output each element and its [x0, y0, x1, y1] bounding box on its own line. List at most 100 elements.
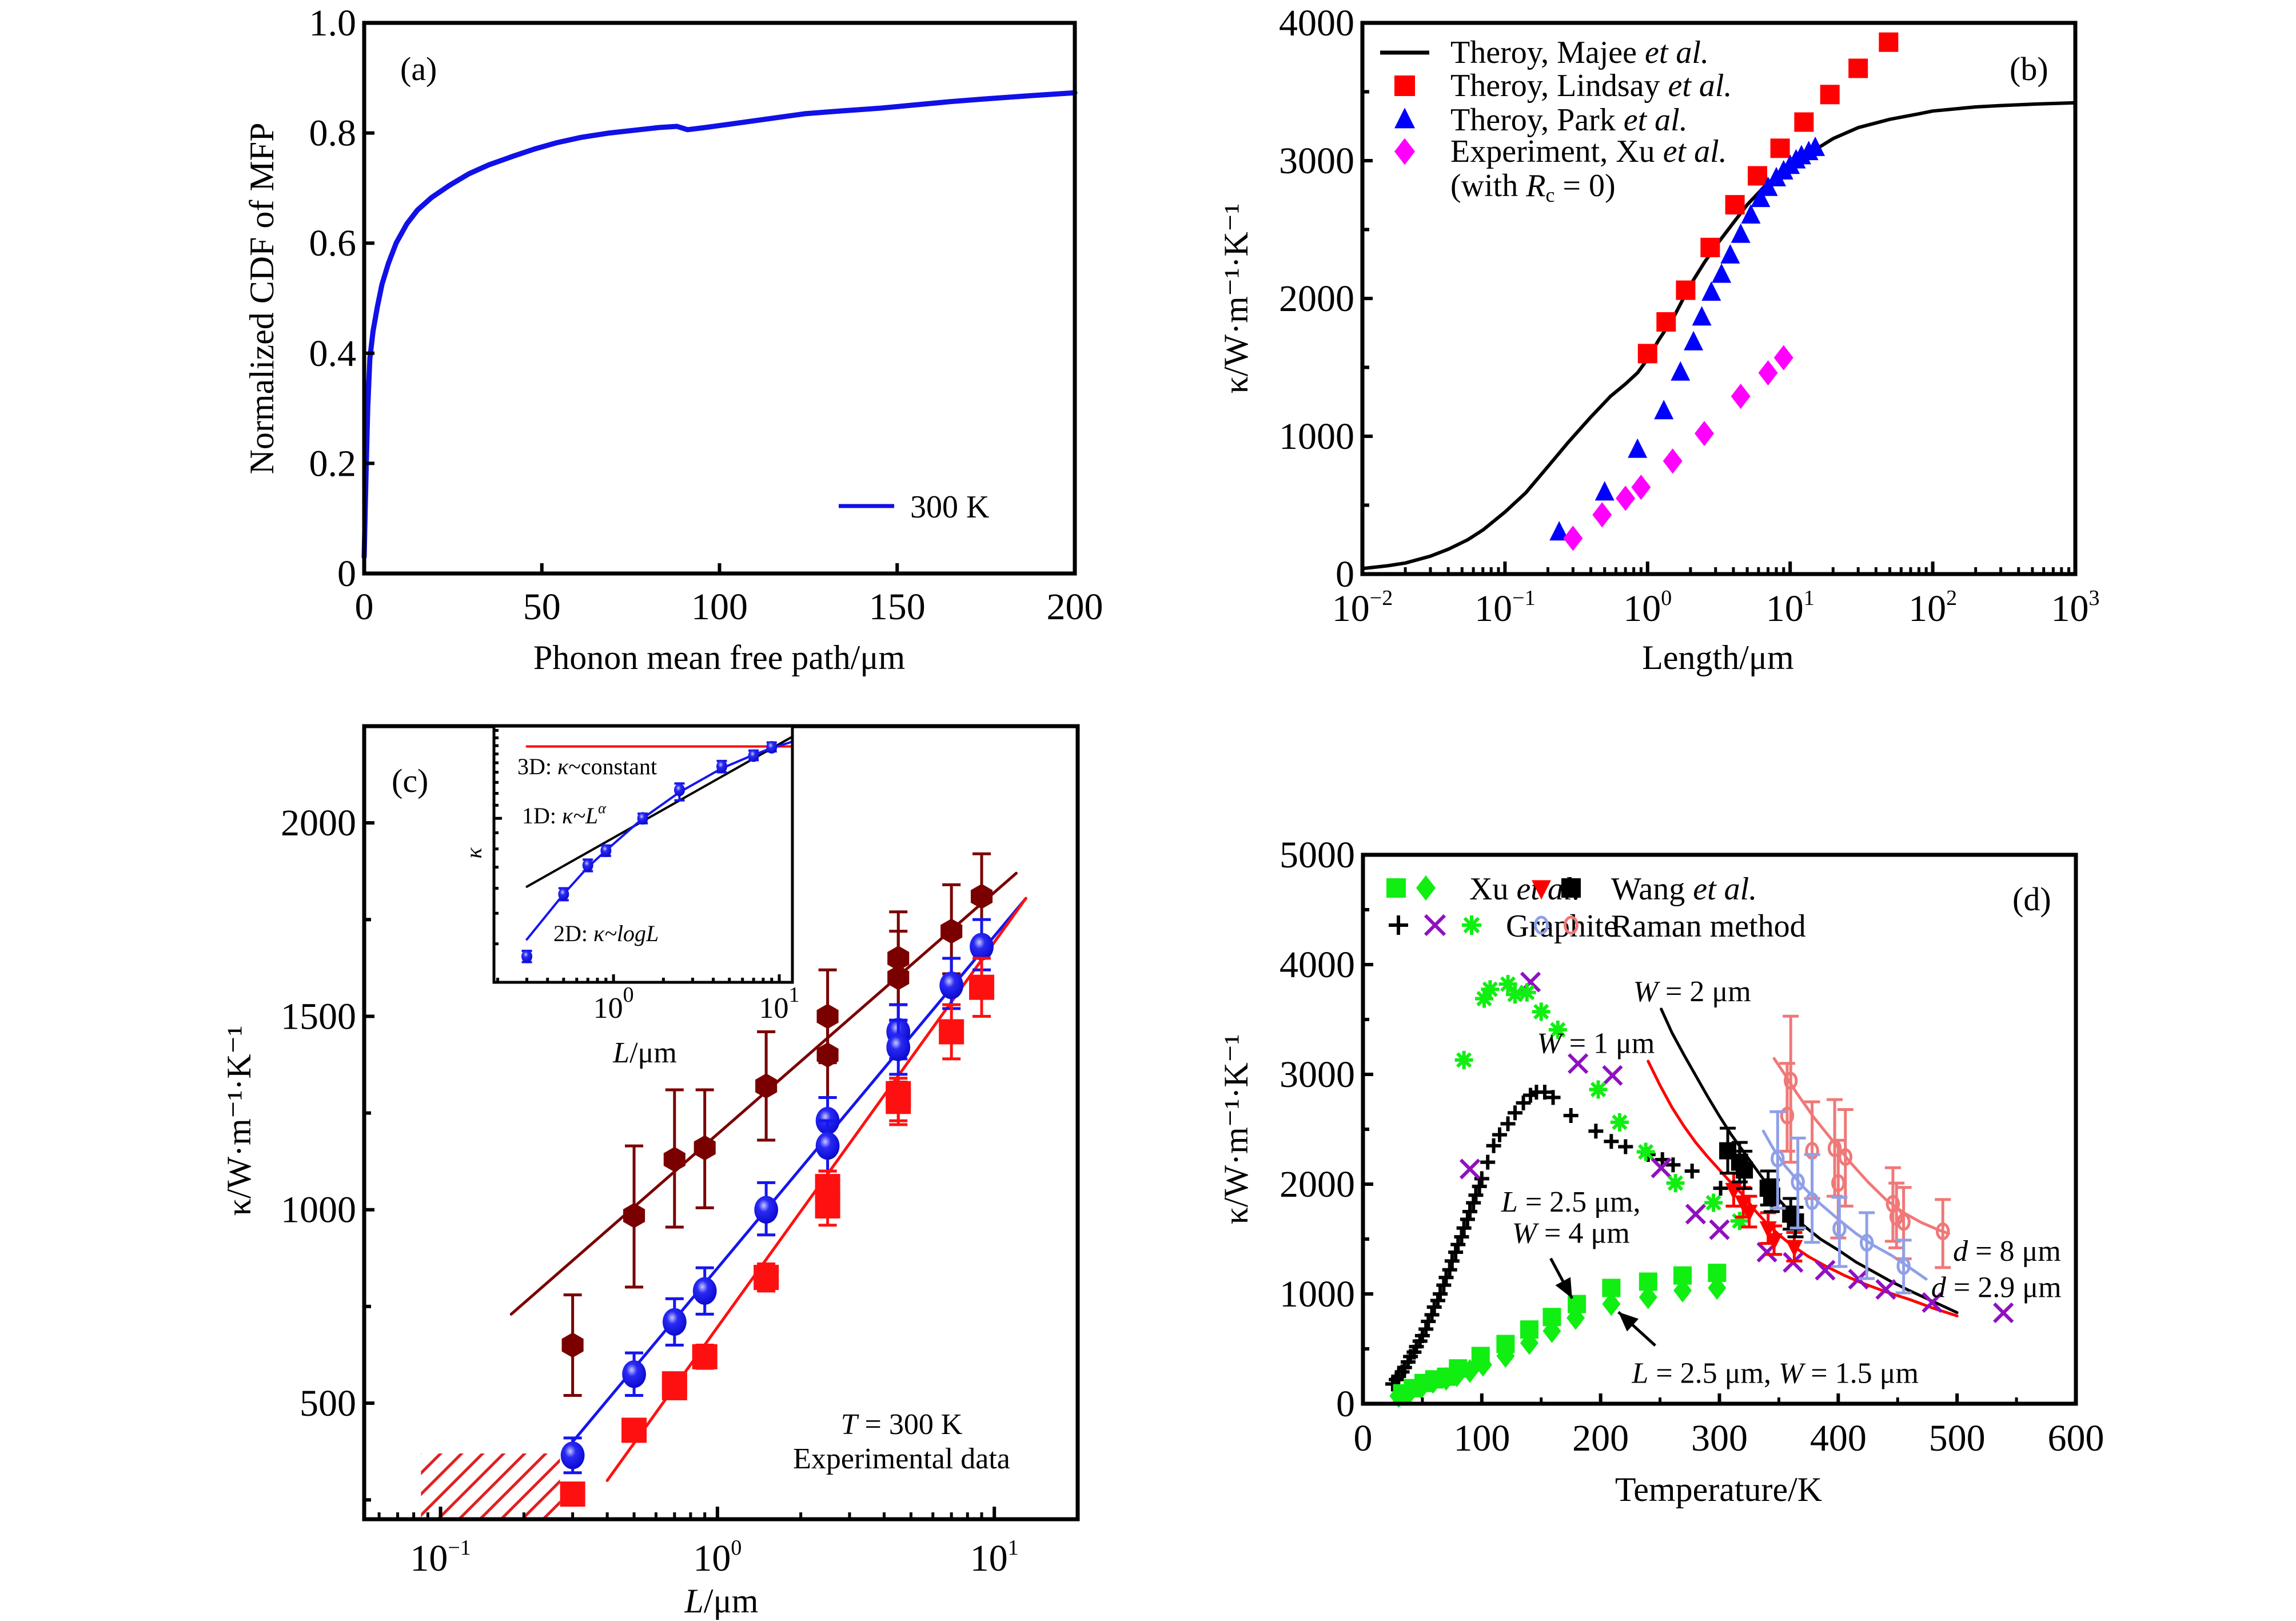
x-tick-label-exp: 3	[2089, 586, 2100, 610]
error-bar	[1859, 1211, 1875, 1280]
data-point-plus	[1486, 1138, 1501, 1153]
data-point-sphere	[970, 933, 994, 961]
x-tick-label-base: 10	[2051, 588, 2089, 630]
panel-d-kappa-vs-temperature-plot: W = 2 μmW = 1 μmL = 2.5 μm,W = 4 μmL = 2…	[1217, 834, 2104, 1508]
y-tick-label: 1000	[1279, 416, 1354, 457]
panel-c-xlabel-var: L	[684, 1582, 704, 1620]
annotation-part: = 2 μm	[1658, 975, 1751, 1008]
data-point-triangle-up	[1751, 188, 1771, 208]
data-point-cross	[1922, 1292, 1943, 1313]
panel-d-ticks: 0 100 200 300 400 500 600 0 1000 2000 3000 4000 5000	[1279, 834, 2104, 1459]
panel-a-xlabel: Phonon mean free path/μm	[533, 639, 905, 676]
data-point-asterisk	[1730, 1212, 1749, 1230]
x-tick-label: 102	[1908, 586, 1957, 630]
y-tick-label: 4000	[1279, 2, 1354, 44]
y-tick-label: 3000	[1279, 140, 1354, 182]
inset-data-point	[673, 783, 685, 796]
data-point-plus	[1460, 1212, 1475, 1227]
y-tick-label: 0.2	[309, 443, 357, 484]
data-point-square	[754, 1265, 779, 1291]
panel-b-marks	[1361, 32, 2077, 571]
y-tick-label: 4000	[1279, 944, 1355, 986]
data-point-square	[969, 974, 995, 1000]
annotation-part: L	[1501, 1186, 1518, 1218]
data-point-plus	[1713, 1181, 1728, 1196]
data-point-triangle-down	[1765, 1233, 1783, 1250]
annotation-part: = 1.5 μm	[1803, 1357, 1919, 1389]
data-point-square	[1637, 344, 1657, 364]
legend-label: Theroy, Park et al.	[1450, 102, 1688, 138]
data-point-cross	[1568, 1053, 1589, 1074]
y-tick-label: 3000	[1279, 1054, 1355, 1096]
inset-x-tick-label: 100	[593, 983, 634, 1025]
inset-xlabel: L/μm	[612, 1037, 677, 1069]
legend-marker-diamond	[1416, 875, 1436, 901]
legend-label-italic: et al.	[1645, 35, 1709, 70]
data-point-sphere	[815, 1132, 840, 1160]
legend-label-main: Theroy, Park	[1450, 102, 1624, 138]
y-tick-label: 0	[1336, 1383, 1355, 1425]
data-point-diamond	[1473, 1353, 1492, 1377]
error-bar	[1895, 1238, 1912, 1295]
data-point-plus	[1448, 1245, 1464, 1260]
panel-c-xlabel: L/μm	[684, 1582, 759, 1620]
inset-marks	[521, 735, 794, 963]
y-tick-label: 0.8	[309, 113, 357, 154]
data-point-asterisk	[1454, 1050, 1473, 1069]
data-point-square	[621, 1417, 647, 1443]
inset-xlabel-unit: /μm	[629, 1037, 677, 1069]
x-tick-label: 0	[355, 586, 374, 628]
legend-marker-triangle-up	[1394, 107, 1415, 129]
panel-c-ylabel: κ/W·m⁻¹·K⁻¹	[220, 1026, 258, 1216]
data-point-diamond	[1602, 1292, 1621, 1316]
inset-data-point	[637, 812, 648, 825]
data-point-plus	[1450, 1237, 1466, 1252]
panel-a-label: (a)	[400, 50, 437, 87]
data-point-triangle-up	[1595, 481, 1615, 501]
annotation-part: = 2.9 μm	[1946, 1272, 2062, 1304]
inset-3d-prefix: 3D:	[517, 754, 557, 779]
x-tick-label: 10−1	[410, 1536, 471, 1579]
rc-note-symbol: R	[1525, 168, 1545, 204]
panel-b-legend: Theroy, Majee et al.Theroy, Lindsay et a…	[1380, 35, 1732, 206]
x-tick-label: 200	[1572, 1417, 1629, 1459]
data-point-diamond	[1731, 384, 1751, 409]
data-point-sphere	[560, 1441, 585, 1469]
data-point-square	[1676, 280, 1696, 300]
data-point-circle	[1832, 1220, 1847, 1238]
legend-marker-square	[1394, 75, 1415, 96]
legend-label-main: Graphite	[1506, 909, 1618, 944]
x-tick-label-base: 10	[693, 1538, 731, 1579]
data-point-plus	[1516, 1095, 1531, 1110]
x-tick-label: 50	[523, 586, 561, 628]
data-point-circle	[1805, 1192, 1819, 1210]
inset-1d-formula: κ~L	[562, 803, 598, 829]
x-tick-label: 10−2	[1332, 586, 1393, 630]
x-tick-label: 600	[2048, 1417, 2104, 1459]
inset-x-tick-label-base: 10	[759, 992, 789, 1025]
fit-curve-d-8-m-fit	[1772, 1057, 1951, 1235]
legend-label-italic: et al.	[1693, 871, 1757, 907]
x-tick-label: 101	[1766, 586, 1815, 630]
data-point-plus	[1466, 1195, 1481, 1210]
data-point-asterisk	[1506, 985, 1525, 1004]
data-point-plus	[1454, 1229, 1469, 1245]
data-point-asterisk	[1704, 1193, 1723, 1212]
inset-label-1d: 1D: κ~Lα	[522, 800, 607, 829]
legend-marker-square	[1386, 878, 1406, 898]
data-point-circle	[1771, 1149, 1785, 1168]
inset-axes-frame	[492, 724, 794, 984]
annotation-part: W	[1512, 1217, 1540, 1249]
x-tick-label: 200	[1047, 586, 1103, 628]
inset-2d-formula: κ~log	[593, 921, 646, 946]
data-point-plus	[1456, 1220, 1472, 1236]
data-point-diamond	[1639, 1285, 1657, 1309]
data-point-triangle-up	[1549, 521, 1569, 541]
data-point-square	[1736, 1161, 1753, 1179]
data-point-square	[1656, 312, 1676, 332]
data-point-asterisk	[1548, 1021, 1567, 1039]
x-tick-label: 100	[691, 586, 748, 628]
y-tick-label: 2000	[281, 802, 356, 844]
error-bar	[1831, 1196, 1848, 1268]
